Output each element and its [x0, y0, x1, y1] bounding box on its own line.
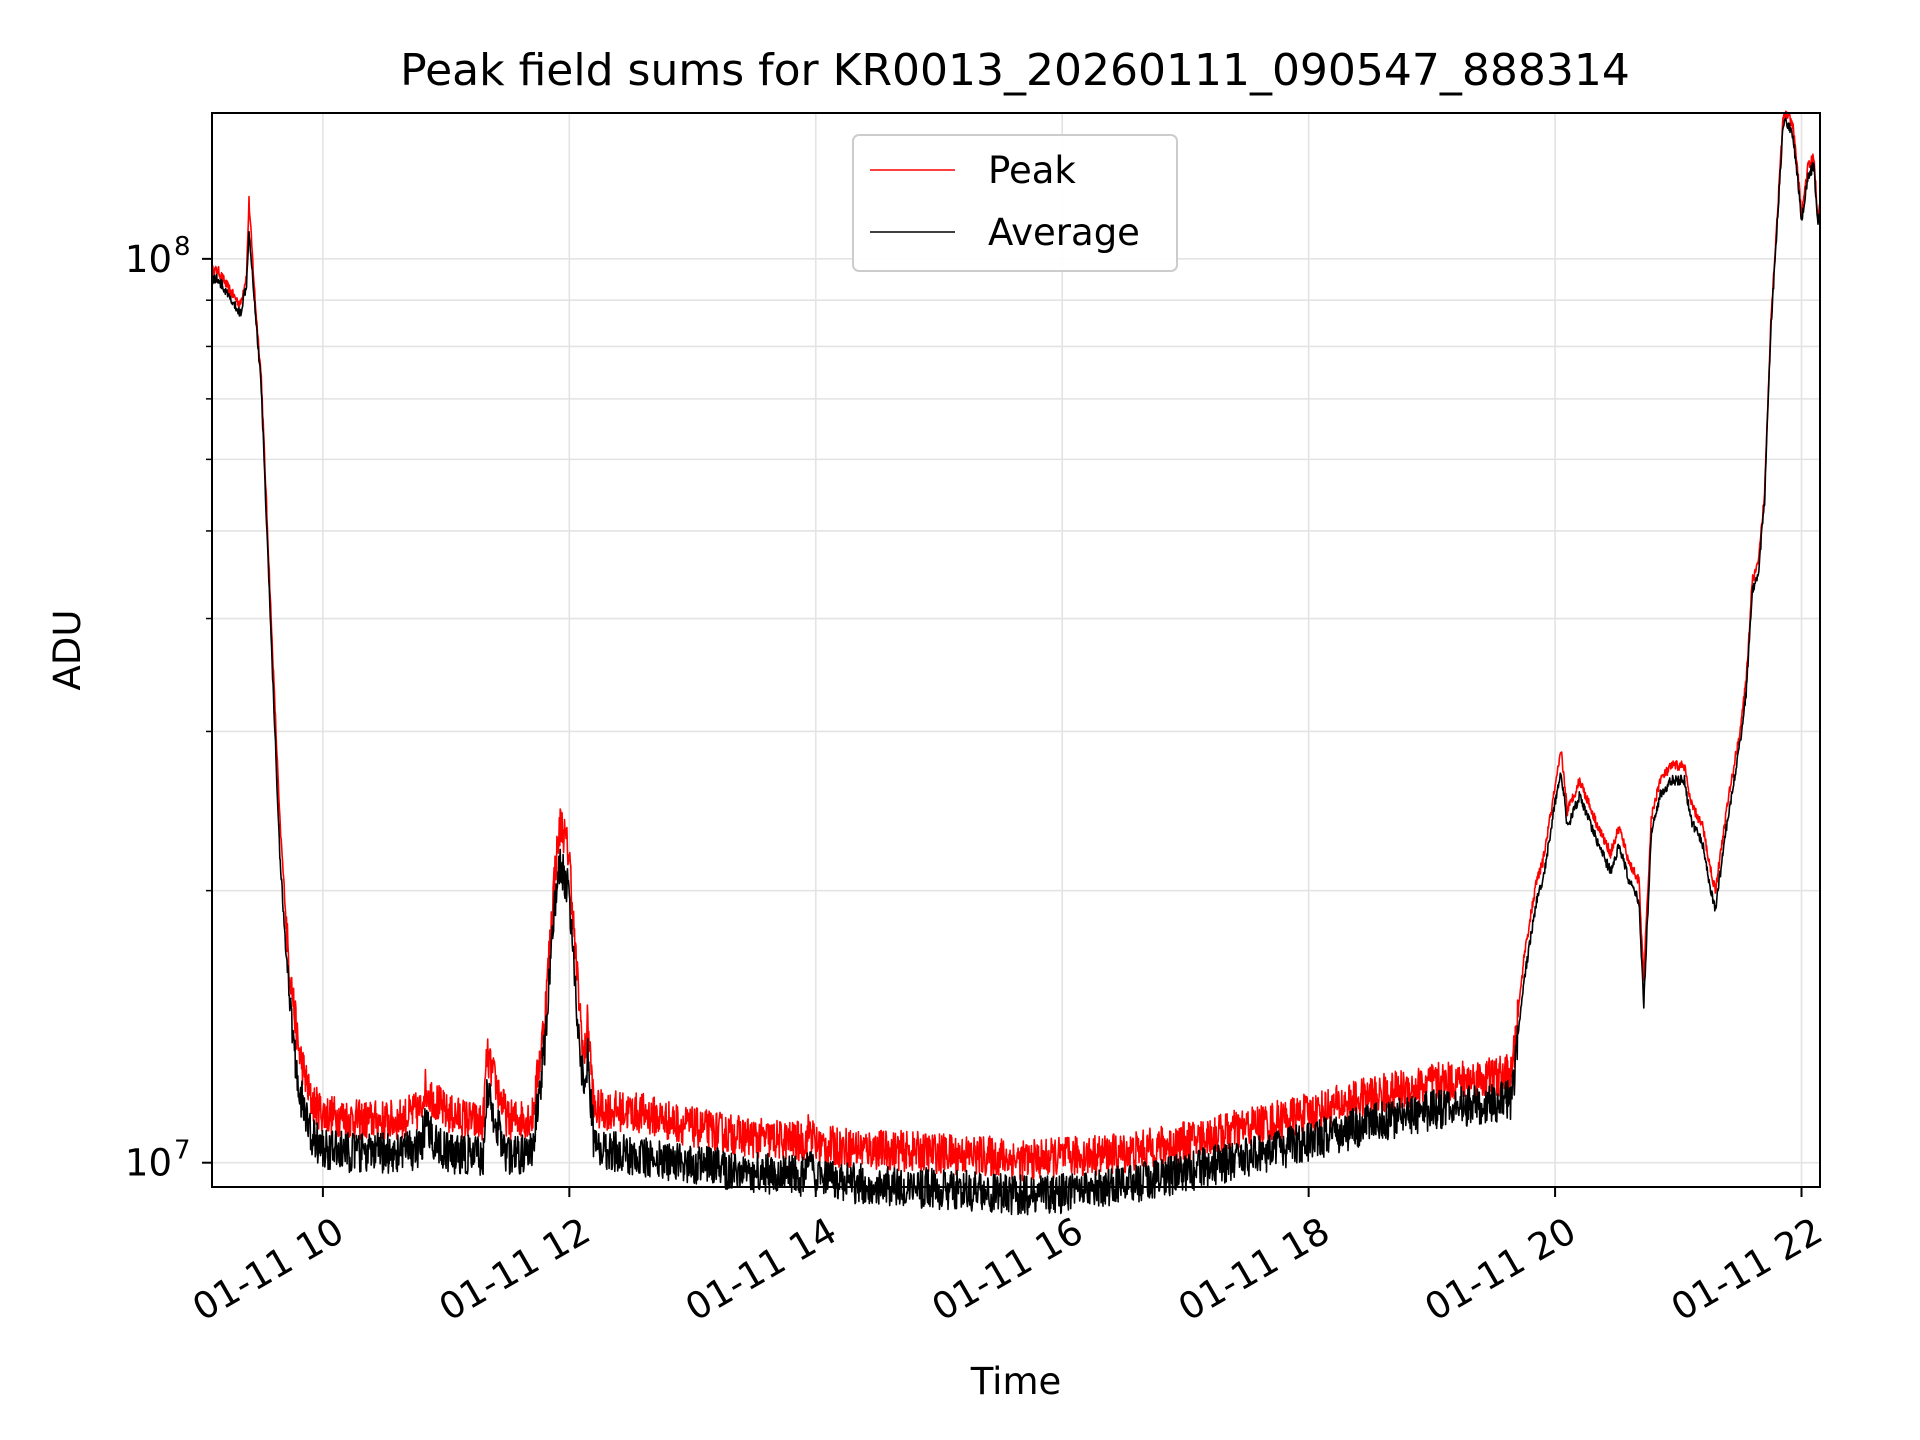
y-tick-label: 10 — [125, 1142, 172, 1185]
y-axis-label: ADU — [46, 610, 89, 691]
series-line-peak — [211, 110, 1821, 1182]
plot-area-frame — [211, 112, 1821, 1188]
legend-label-peak: Peak — [988, 149, 1076, 192]
legend: Peak Average — [852, 134, 1178, 272]
series-group — [211, 110, 1821, 1216]
y-tick-exponent: 7 — [174, 1136, 191, 1166]
y-tick-exponent: 8 — [174, 232, 191, 262]
legend-box — [852, 134, 1178, 272]
legend-label-average: Average — [988, 211, 1140, 254]
grid — [212, 113, 1820, 1187]
series-line-average — [211, 117, 1821, 1216]
y-tick-label: 10 — [125, 238, 172, 281]
x-axis-label: Time — [970, 1360, 1062, 1403]
chart-title: Peak field sums for KR0013_20260111_0905… — [400, 45, 1630, 96]
